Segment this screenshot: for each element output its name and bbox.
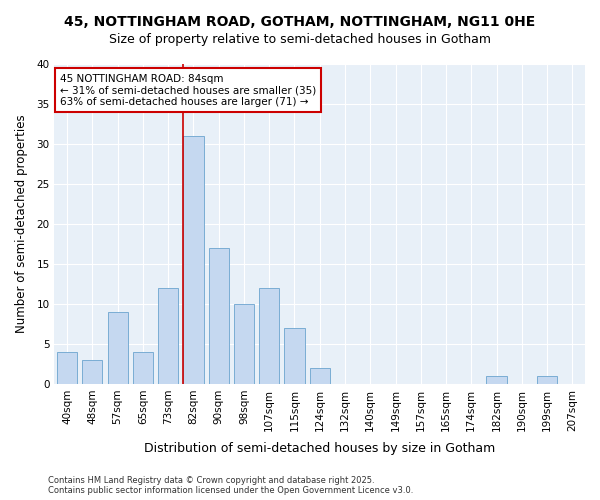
Bar — [107, 312, 128, 384]
Bar — [487, 376, 506, 384]
Bar — [259, 288, 279, 384]
Text: Size of property relative to semi-detached houses in Gotham: Size of property relative to semi-detach… — [109, 32, 491, 46]
Text: 45, NOTTINGHAM ROAD, GOTHAM, NOTTINGHAM, NG11 0HE: 45, NOTTINGHAM ROAD, GOTHAM, NOTTINGHAM,… — [64, 15, 536, 29]
Bar — [133, 352, 153, 384]
Bar — [82, 360, 103, 384]
Bar — [310, 368, 330, 384]
X-axis label: Distribution of semi-detached houses by size in Gotham: Distribution of semi-detached houses by … — [144, 442, 496, 455]
Y-axis label: Number of semi-detached properties: Number of semi-detached properties — [15, 114, 28, 334]
Text: Contains HM Land Registry data © Crown copyright and database right 2025.
Contai: Contains HM Land Registry data © Crown c… — [48, 476, 413, 495]
Bar — [57, 352, 77, 384]
Bar — [234, 304, 254, 384]
Bar — [537, 376, 557, 384]
Bar — [284, 328, 305, 384]
Bar — [183, 136, 203, 384]
Text: 45 NOTTINGHAM ROAD: 84sqm
← 31% of semi-detached houses are smaller (35)
63% of : 45 NOTTINGHAM ROAD: 84sqm ← 31% of semi-… — [60, 74, 316, 107]
Bar — [209, 248, 229, 384]
Bar — [158, 288, 178, 384]
